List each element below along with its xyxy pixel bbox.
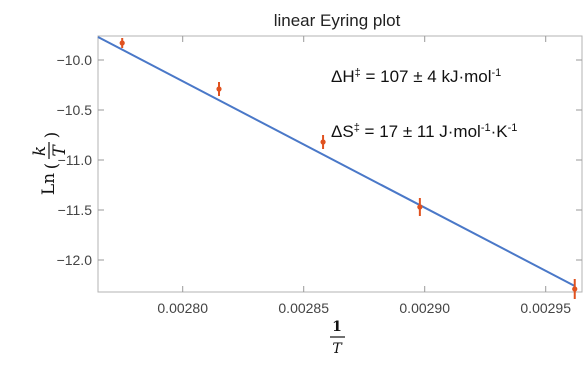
data-point: [417, 204, 423, 210]
x-tick-label: 0.00290: [399, 300, 450, 316]
data-points: [119, 40, 578, 292]
y-label-prefix: Ln: [39, 173, 59, 195]
x-axis-label: 1 T: [330, 319, 345, 357]
y-tick-label: −10.5: [57, 102, 93, 118]
annotation-entropy-unit: ·K: [491, 122, 509, 141]
data-point: [216, 86, 222, 92]
y-tick-label: −11.5: [58, 202, 93, 218]
x-label-numerator: 1: [332, 319, 342, 335]
fit-line-group: [97, 36, 576, 287]
y-axis-label: Ln ( k T ): [30, 132, 70, 195]
annotation-enthalpy-dagger: ‡: [355, 67, 361, 79]
x-tick-label: 0.00280: [157, 300, 208, 316]
y-label-close-paren: ): [42, 132, 62, 139]
y-axis-ticks: −10.0 −10.5 −11.0 −11.5 −12.0: [57, 52, 582, 268]
data-point: [320, 139, 326, 145]
annotation-enthalpy-symbol: ΔH: [331, 67, 355, 86]
x-tick-label: 0.00295: [520, 300, 571, 316]
annotation-entropy-k-exponent: -1: [508, 122, 518, 134]
annotation-enthalpy-exponent: -1: [492, 67, 502, 79]
x-tick-label: 0.00285: [278, 300, 329, 316]
data-point: [119, 40, 125, 46]
annotation-enthalpy: ΔH‡ = 107 ± 4 kJ·mol-1: [331, 67, 501, 86]
annotation-entropy-value: = 17 ± 11 J·mol: [360, 122, 481, 141]
y-tick-label: −11.0: [58, 152, 93, 168]
data-point: [572, 286, 578, 292]
annotation-entropy-dagger: ‡: [354, 122, 360, 134]
y-label-denominator: T: [50, 144, 70, 157]
y-tick-label: −12.0: [57, 252, 93, 268]
annotation-enthalpy-value: = 107 ± 4 kJ·mol: [361, 67, 492, 86]
fit-line: [97, 36, 576, 287]
y-label-open-paren: (: [42, 163, 62, 170]
plot-frame: [97, 35, 583, 293]
annotation-entropy-mol-exponent: -1: [481, 122, 491, 134]
y-label-numerator: k: [30, 146, 50, 156]
x-label-denominator: T: [332, 341, 343, 357]
annotation-entropy-symbol: ΔS: [331, 122, 354, 141]
y-tick-label: −10.0: [57, 52, 93, 68]
x-axis-ticks: 0.00280 0.00285 0.00290 0.00295: [157, 36, 571, 316]
chart-title: linear Eyring plot: [274, 11, 401, 30]
annotation-entropy: ΔS‡ = 17 ± 11 J·mol-1·K-1: [331, 122, 517, 141]
